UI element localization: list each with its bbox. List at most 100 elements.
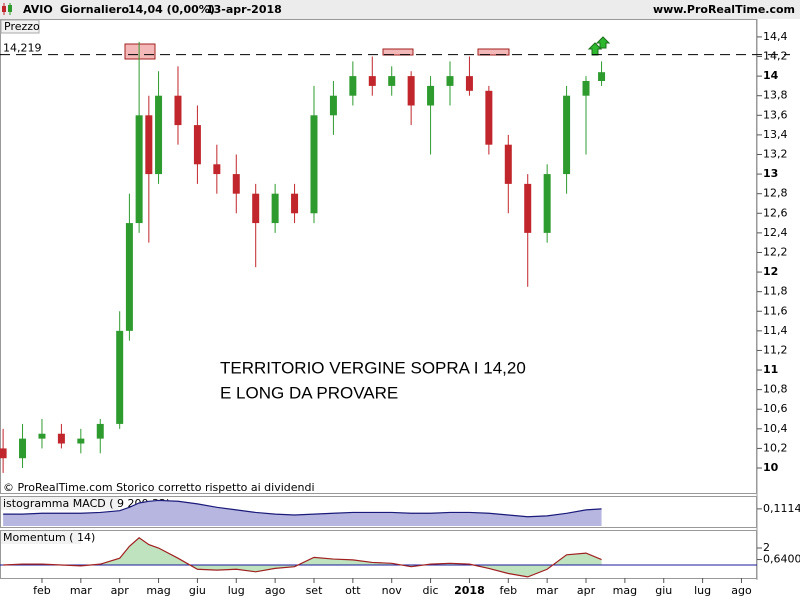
candle-body (19, 438, 27, 459)
y-tick-label: 10,8 (763, 383, 788, 396)
x-tick-label: apr (577, 584, 596, 597)
ticker: AVIO (23, 3, 53, 16)
y-tick-label: 13 (763, 167, 778, 180)
candle-body (0, 448, 7, 459)
candle-body (232, 174, 240, 194)
panel-label: Momentum ( 14) (3, 531, 95, 544)
y-tick-label: 12,4 (763, 226, 788, 239)
candle-body (193, 125, 201, 165)
y-tick-label: 11,6 (763, 304, 788, 317)
candle-body (155, 95, 163, 175)
x-tick-label: ago (731, 584, 752, 597)
candle-body (485, 90, 493, 145)
x-tick-label: mag (146, 584, 170, 597)
y-tick-label: 14,4 (763, 30, 788, 43)
x-tick-label: feb (33, 584, 51, 597)
y-tick-label: 13,8 (763, 89, 788, 102)
x-tick-label: nov (382, 584, 403, 597)
y-tick-label: 12,8 (763, 187, 788, 200)
footer: © ProRealTime.com Storico corretto rispe… (3, 481, 315, 494)
y-tick-label: 10,6 (763, 402, 788, 415)
x-tick-label: feb (499, 584, 517, 597)
y-tick-label: 11,8 (763, 285, 788, 298)
candle-body (310, 115, 318, 214)
y-tick-label: 12 (763, 265, 778, 278)
candle-body (407, 76, 415, 106)
x-tick-label: mar (70, 584, 92, 597)
annotation: E LONG DA PROVARE (220, 383, 398, 402)
candle-body (252, 193, 260, 224)
candle-body (543, 174, 551, 233)
x-tick-label: ago (265, 584, 286, 597)
period: Giornaliero (60, 3, 129, 16)
annotation: TERRITORIO VERGINE SOPRA I 14,20 (220, 358, 526, 377)
resistance-boxes (124, 43, 510, 60)
panel-label: Prezzo (4, 20, 40, 33)
date: 13-apr-2018 (206, 3, 282, 16)
candle-body (368, 76, 376, 86)
x-tick-label: lug (694, 584, 711, 597)
area-line (3, 499, 602, 518)
y-tick-label: 11,4 (763, 324, 788, 337)
candle-body (504, 144, 512, 184)
candle-body (57, 433, 65, 444)
x-tick-label: set (306, 584, 323, 597)
y-tick-label: 10 (763, 461, 779, 474)
y-tick-label: 10,4 (763, 422, 788, 435)
candle-body (135, 115, 143, 224)
candle-body (38, 433, 46, 439)
candle-body (174, 95, 182, 126)
candle-body (77, 438, 85, 444)
candle-body (427, 85, 435, 106)
header-bar (0, 0, 800, 19)
candle-body (582, 81, 590, 96)
panel-label-box (0, 19, 40, 34)
x-tick-label: 2018 (454, 584, 485, 597)
y-tick-label: 10,2 (763, 441, 788, 454)
x-tick-label: lug (228, 584, 245, 597)
x-tick-label: mag (613, 584, 637, 597)
y-tick-label: 14,2 (763, 50, 788, 63)
y-tick-label: 13,6 (763, 108, 788, 121)
breakout-arrows (587, 36, 611, 56)
y-tick-label: 11,2 (763, 343, 788, 356)
y-tick-label: 13,2 (763, 147, 788, 160)
candle-body (598, 72, 606, 82)
panel-label: istogramma MACD ( 9 200 32) (3, 497, 170, 510)
reference-label: 14,219 (3, 42, 42, 55)
candle-body (213, 164, 221, 175)
y-tick-label: 11 (763, 363, 778, 376)
candle-body (116, 330, 124, 424)
panel-frames (0, 19, 758, 580)
y-tick-label: 12,6 (763, 206, 788, 219)
y-tick-label: 2 (763, 541, 770, 554)
candle-body (145, 115, 153, 175)
y-tick-label: 0,1114 (763, 502, 800, 515)
candle-body (388, 76, 396, 86)
logo (2, 3, 12, 15)
candle-body (125, 223, 133, 331)
candle-body (563, 95, 571, 175)
candle-body (446, 76, 454, 86)
y-tick-label: 13,4 (763, 128, 788, 141)
x-tick-label: giu (655, 584, 672, 597)
x-tick-label: giu (189, 584, 206, 597)
y-tick-label: 12,2 (763, 245, 788, 258)
source: www.ProRealTime.com (653, 3, 795, 16)
momentum-line (3, 537, 602, 578)
candle-body (96, 423, 104, 439)
x-tick-label: mar (536, 584, 558, 597)
candle-body (329, 95, 337, 116)
x-tick-label: apr (111, 584, 130, 597)
candle-body (291, 193, 299, 214)
x-tick-label: dic (423, 584, 439, 597)
y-tick-label: 14 (763, 69, 779, 82)
y-tick-label: 0,6400 (763, 553, 800, 566)
candle-body (465, 76, 473, 91)
candle-body (349, 76, 357, 96)
x-tick-label: ott (345, 584, 361, 597)
candle-body (271, 193, 279, 224)
panel-label-box (1, 497, 119, 510)
